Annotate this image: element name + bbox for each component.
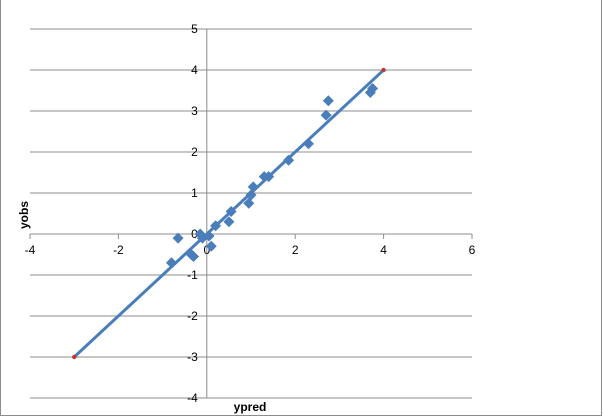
y-tick-label-7: 3 — [191, 104, 198, 118]
line-endpoint-1 — [381, 67, 386, 73]
data-point-8 — [210, 220, 222, 232]
x-axis-title: ypred — [234, 400, 267, 414]
data-point-17 — [302, 138, 314, 150]
y-tick-label-3: -1 — [187, 268, 198, 282]
y-tick-labels: -4 -3 -2 -1 0 1 2 3 4 5 — [187, 22, 198, 405]
x-tick-label-3: 2 — [292, 243, 299, 257]
data-point-13 — [247, 181, 259, 193]
x-tick-label-4: 4 — [380, 243, 387, 257]
y-tick-label-4: 0 — [191, 227, 198, 241]
x-tick-labels: -4 -2 0 2 4 6 — [25, 243, 476, 257]
x-tick-label-2: 0 — [203, 243, 210, 257]
data-point-7 — [205, 240, 217, 252]
data-point-12 — [245, 189, 257, 201]
y-tick-label-0: -4 — [187, 391, 198, 405]
data-point-21 — [367, 82, 379, 94]
data-point-6 — [203, 230, 215, 242]
data-point-1 — [172, 232, 184, 244]
data-point-16 — [283, 154, 295, 166]
y-tick-label-5: 1 — [191, 186, 198, 200]
axes — [29, 28, 473, 399]
data-point-3 — [188, 251, 200, 263]
data-points — [165, 82, 379, 269]
data-point-0 — [165, 257, 177, 269]
y-tick-label-6: 2 — [191, 145, 198, 159]
data-point-19 — [322, 95, 334, 107]
data-point-10 — [225, 205, 237, 217]
x-tick-label-0: -4 — [25, 243, 36, 257]
data-point-9 — [223, 216, 235, 228]
y-tick-label-1: -3 — [187, 350, 198, 364]
x-tick-label-1: -2 — [113, 243, 124, 257]
line-endpoint-0 — [72, 354, 77, 360]
data-point-11 — [243, 197, 255, 209]
data-point-18 — [320, 109, 332, 121]
y-tick-label-8: 4 — [191, 63, 198, 77]
y-tick-label-9: 5 — [191, 22, 198, 36]
y-axis-title: yobs — [17, 201, 31, 229]
y-tick-label-2: -2 — [187, 309, 198, 323]
data-point-15 — [263, 171, 275, 183]
gridlines — [30, 28, 472, 399]
x-tick-label-5: 6 — [469, 243, 476, 257]
